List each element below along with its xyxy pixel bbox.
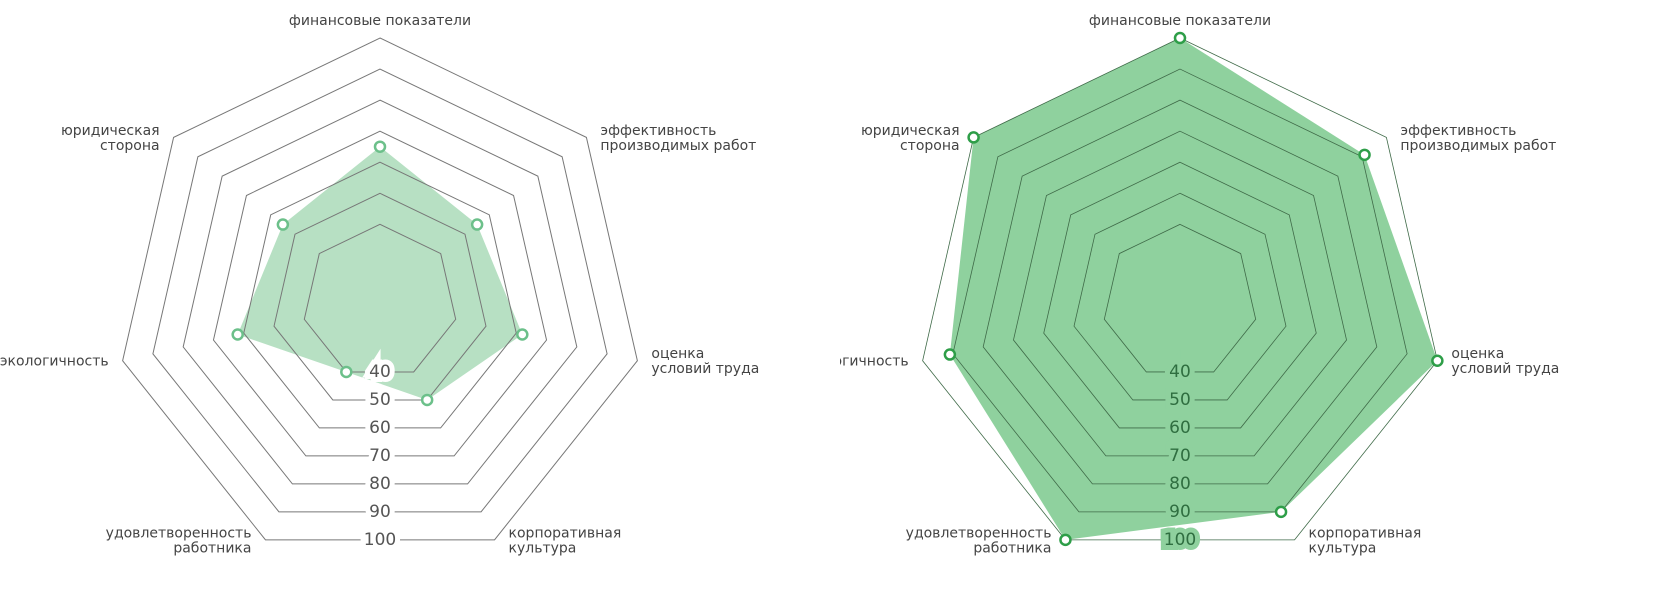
- axis-label: финансовые показатели: [289, 13, 471, 29]
- radar-point: [1431, 354, 1444, 367]
- radar-point: [967, 131, 980, 144]
- axis-label: удовлетворенность работника: [906, 525, 1052, 556]
- radar-point: [231, 328, 244, 341]
- grid-ring: [243, 161, 517, 429]
- grid-ring: [273, 192, 487, 401]
- r-tick-label: 40: [369, 362, 391, 382]
- radar-point: [420, 393, 434, 407]
- grid-ring: [1073, 192, 1287, 401]
- axis-label: финансовые показатели: [1089, 13, 1271, 29]
- r-tick-label: 90: [369, 502, 391, 522]
- grid-ring: [982, 99, 1378, 485]
- radar-chart: 40 50 60 70 80 90 100 финансовые показатели эффе…: [840, 13, 1559, 556]
- radar-area: [237, 146, 523, 400]
- r-tick-label: 60: [1169, 418, 1191, 438]
- r-tick-label: 70: [1169, 446, 1191, 466]
- grid-ring: [952, 68, 1408, 513]
- grid-ring: [303, 223, 457, 373]
- axis-label: эффективность производимых работ: [1400, 123, 1556, 154]
- grid-ring: [122, 37, 638, 541]
- r-tick-label: 40: [1169, 362, 1191, 382]
- r-tick-label: 70: [369, 446, 391, 466]
- axis-label: экологичность: [840, 354, 909, 370]
- radar-point: [1059, 533, 1072, 547]
- grid-ring: [1013, 130, 1347, 457]
- radar-point: [276, 218, 290, 231]
- grid-ring: [212, 130, 548, 457]
- axis-label: оценка условий труда: [651, 346, 759, 377]
- grid-ring: [1103, 223, 1257, 373]
- grid-ring: [182, 99, 578, 485]
- radar-point: [373, 140, 387, 153]
- radar-point: [1173, 31, 1187, 45]
- radar-point: [470, 218, 484, 231]
- r-tick-label: 50: [369, 390, 391, 410]
- r-tick-label: 80: [1169, 474, 1191, 494]
- axis-label: удовлетворенность работника: [106, 525, 252, 556]
- grid-ring: [152, 68, 608, 513]
- grid-ring: [1043, 161, 1317, 429]
- radar-point: [516, 328, 529, 341]
- axis-label: эффективность производимых работ: [600, 123, 756, 154]
- axis-label: корпоративная культура: [509, 525, 622, 556]
- r-tick-label: 50: [1169, 390, 1191, 410]
- radar-point: [1274, 505, 1288, 519]
- r-tick-label: 80: [369, 474, 391, 494]
- axis-label: юридическая сторона: [61, 123, 160, 154]
- radar-area: [949, 38, 1438, 540]
- axis-label: экологичность: [0, 354, 109, 370]
- radar-chart: 40 50 60 70 80 90 100 финансовые показатели эффе…: [0, 13, 759, 556]
- r-tick-label: 90: [1169, 502, 1191, 522]
- radar-point: [943, 348, 957, 361]
- axis-label: оценка условий труда: [1451, 346, 1559, 377]
- r-tick-label: 100: [1164, 530, 1196, 550]
- radar-point: [340, 365, 353, 379]
- axis-label: корпоративная культура: [1309, 525, 1422, 556]
- axis-label: юридическая сторона: [861, 123, 960, 154]
- grid-ring: [922, 37, 1438, 541]
- radar-point: [1358, 148, 1371, 162]
- r-tick-label: 100: [364, 530, 396, 550]
- r-tick-label: 60: [369, 418, 391, 438]
